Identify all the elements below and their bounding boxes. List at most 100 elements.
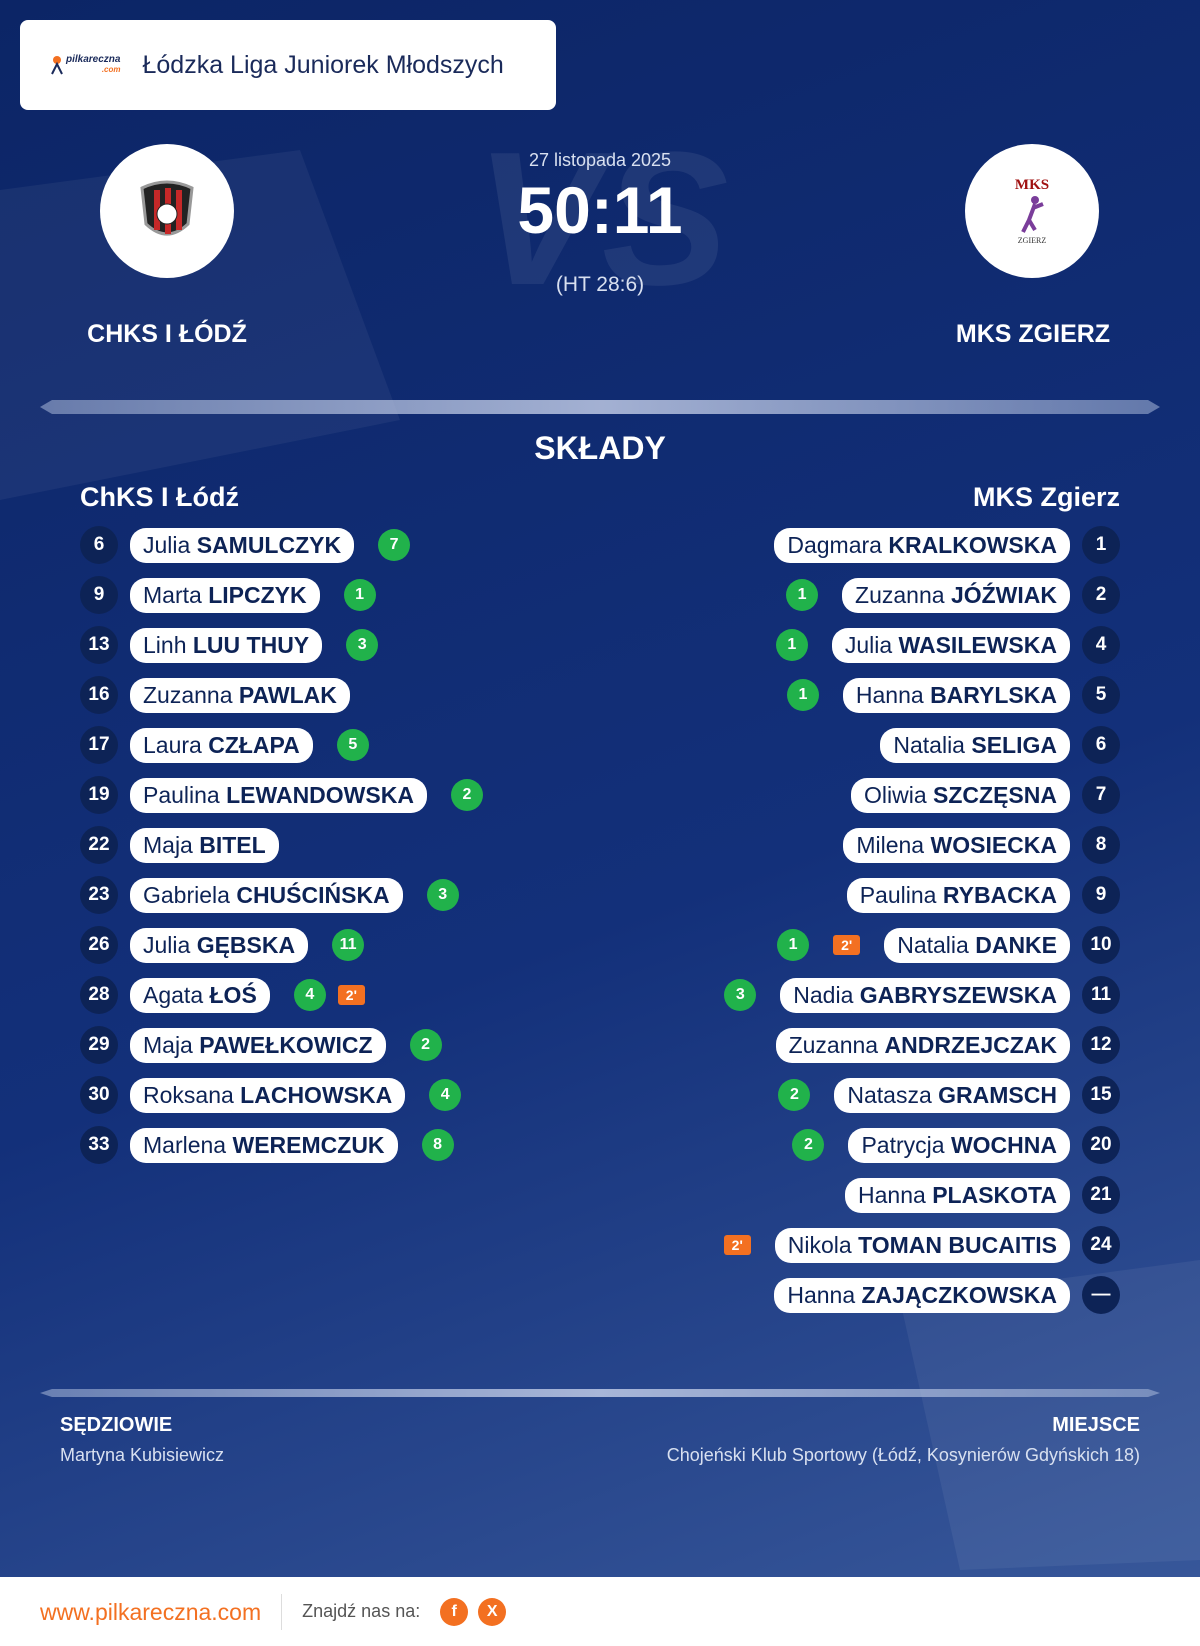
shirt-number: 20 xyxy=(1082,1126,1120,1164)
player-name: Linh LUU THUY xyxy=(130,627,323,663)
shirt-number: 26 xyxy=(80,926,118,964)
last-name: WEREMCZUK xyxy=(232,1131,385,1158)
first-name: Natalia xyxy=(897,931,969,958)
social-x[interactable]: X xyxy=(478,1597,507,1626)
first-name: Maja xyxy=(143,831,193,858)
shirt-number: 19 xyxy=(80,776,118,814)
player-name: Roksana LACHOWSKA xyxy=(130,1077,406,1113)
player-name: Marlena WEREMCZUK xyxy=(130,1127,398,1163)
goals-badge: 2 xyxy=(450,779,483,811)
shirt-number: 2 xyxy=(1082,576,1120,614)
player-row: 33 Marlena WEREMCZUK 8 xyxy=(80,1126,454,1164)
shirt-number: 30 xyxy=(80,1076,118,1114)
shirt-number: 9 xyxy=(80,576,118,614)
last-name: LEWANDOWSKA xyxy=(226,781,414,808)
first-name: Nikola xyxy=(787,1231,852,1258)
first-name: Linh xyxy=(143,631,187,658)
first-name: Julia xyxy=(844,631,893,658)
logo-text: pilkareczna xyxy=(66,54,121,65)
player-row: 4 Julia WASILEWSKA 1 xyxy=(775,626,1120,664)
league-card: pilkareczna .com Łódzka Liga Juniorek Mł… xyxy=(20,20,556,110)
player-row: 8 Milena WOSIECKA xyxy=(843,826,1120,864)
website-link[interactable]: www.pilkareczna.com xyxy=(40,1593,283,1630)
player-row: 10 Natalia DANKE 2' 1 xyxy=(777,926,1120,964)
away-team-name: MKS ZGIERZ xyxy=(955,320,1111,348)
first-name: Marlena xyxy=(143,1131,227,1158)
last-name: SZCZĘSNA xyxy=(933,781,1057,808)
shirt-number: 33 xyxy=(80,1126,118,1164)
first-name: Julia xyxy=(143,931,191,958)
last-name: CZŁAPA xyxy=(208,731,300,758)
shirt-number: 10 xyxy=(1082,926,1120,964)
player-name: Zuzanna JÓŹWIAK xyxy=(842,577,1070,613)
first-name: Hanna xyxy=(855,681,924,708)
goals-badge: 5 xyxy=(336,729,369,761)
player-name: Natalia DANKE xyxy=(884,927,1070,963)
player-name: Hanna ZAJĄCZKOWSKA xyxy=(774,1277,1070,1313)
player-row: 13 Linh LUU THUY 3 xyxy=(80,626,379,664)
goals-badge: 11 xyxy=(332,929,365,961)
last-name: ŁOŚ xyxy=(209,981,257,1008)
shirt-number: 29 xyxy=(80,1026,118,1064)
player-row: 9 Paulina RYBACKA xyxy=(846,876,1120,914)
player-name: Zuzanna ANDRZEJCZAK xyxy=(775,1027,1070,1063)
player-row: 21 Hanna PLASKOTA xyxy=(845,1176,1120,1214)
first-name: Roksana xyxy=(143,1081,234,1108)
first-name: Maja xyxy=(143,1031,193,1058)
player-name: Julia SAMULCZYK xyxy=(130,527,355,563)
footer: www.pilkareczna.com Znajdź nas na: f X xyxy=(0,1577,1200,1646)
goals-badge: 3 xyxy=(426,879,459,911)
divider xyxy=(40,400,1160,414)
away-logo-figure xyxy=(1021,196,1044,233)
logo-icon xyxy=(51,56,63,75)
player-row: 29 Maja PAWEŁKOWICZ 2 xyxy=(80,1026,442,1064)
shirt-number: 9 xyxy=(1082,876,1120,914)
last-name: GĘBSKA xyxy=(196,931,296,958)
officials-names: Martyna Kubisiewicz xyxy=(60,1445,225,1465)
player-row: 17 Laura CZŁAPA 5 xyxy=(80,726,369,764)
away-logo: MKS ZGIERZ xyxy=(965,144,1099,278)
player-row: — Hanna ZAJĄCZKOWSKA xyxy=(774,1276,1120,1314)
goals-badge: 4 xyxy=(429,1079,462,1111)
score: 50:11 xyxy=(517,173,683,247)
player-name: Natalia SELIGA xyxy=(880,727,1070,763)
last-name: GABRYSZEWSKA xyxy=(859,981,1057,1008)
goals-badge: 4 xyxy=(293,979,326,1011)
goals-badge: 2 xyxy=(792,1129,825,1161)
social-facebook[interactable]: f xyxy=(440,1597,469,1626)
first-name: Paulina xyxy=(859,881,937,908)
last-name: WOSIECKA xyxy=(930,831,1058,858)
last-name: SELIGA xyxy=(971,731,1057,758)
shirt-number: 11 xyxy=(1082,976,1120,1014)
player-row: 7 Oliwia SZCZĘSNA xyxy=(851,776,1120,814)
player-name: Hanna BARYLSKA xyxy=(842,677,1070,713)
shirt-number: 5 xyxy=(1082,676,1120,714)
home-label: ChKS I Łódź xyxy=(80,482,239,512)
first-name: Oliwia xyxy=(864,781,927,808)
goals-badge: 3 xyxy=(724,979,757,1011)
player-row: 30 Roksana LACHOWSKA 4 xyxy=(80,1076,462,1114)
player-name: Gabriela CHUŚCIŃSKA xyxy=(130,877,403,913)
player-name: Oliwia SZCZĘSNA xyxy=(851,777,1070,813)
goals-badge: 1 xyxy=(786,579,819,611)
player-name: Zuzanna PAWLAK xyxy=(130,677,350,713)
last-name: LACHOWSKA xyxy=(240,1081,393,1108)
player-name: Patrycja WOCHNA xyxy=(848,1127,1070,1163)
first-name: Paulina xyxy=(143,781,220,808)
goals-badge: 3 xyxy=(346,629,379,661)
goals-badge: 7 xyxy=(378,529,411,561)
first-name: Agata xyxy=(143,981,204,1008)
shirt-number: 7 xyxy=(1082,776,1120,814)
last-name: BARYLSKA xyxy=(930,681,1057,708)
last-name: ANDRZEJCZAK xyxy=(884,1031,1058,1058)
player-name: Agata ŁOŚ xyxy=(130,977,270,1013)
last-name: JÓŹWIAK xyxy=(950,581,1057,608)
shirt-number: 4 xyxy=(1082,626,1120,664)
player-row: 9 Marta LIPCZYK 1 xyxy=(80,576,376,614)
match-date: 27 listopada 2025 xyxy=(528,150,672,170)
shirt-number: 15 xyxy=(1082,1076,1120,1114)
player-row: 6 Natalia SELIGA xyxy=(880,726,1120,764)
last-name: DANKE xyxy=(975,931,1057,958)
vs-watermark: VS xyxy=(475,113,729,325)
